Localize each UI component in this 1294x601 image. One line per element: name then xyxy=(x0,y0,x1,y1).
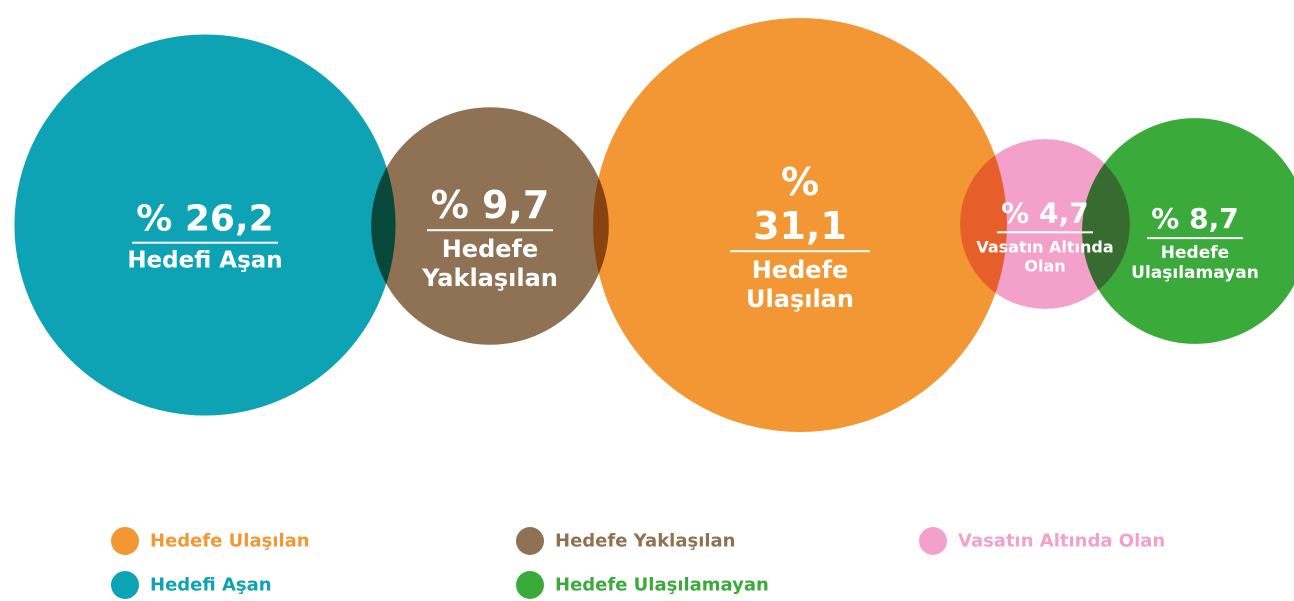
legend-swatch xyxy=(111,527,139,555)
bubble xyxy=(960,139,1130,309)
bubble-category: Hedefe Ulaşılan xyxy=(746,256,854,313)
legend-swatch xyxy=(919,527,947,555)
legend-label: Hedefe Ulaşılamayan xyxy=(555,574,769,596)
bubble-category: Hedefe Ulaşılamayan xyxy=(1131,243,1259,284)
legend-swatch xyxy=(516,527,544,555)
bubble xyxy=(593,18,1007,432)
bubble-value: % 4,7 xyxy=(997,196,1093,234)
bubble-value: % 26,2 xyxy=(132,199,278,244)
bubble-value: % 9,7 xyxy=(426,183,554,232)
bubble-label: % 4,7 Vasatın Altında Olan xyxy=(960,196,1130,275)
legend-label: Hedefe Yaklaşılan xyxy=(555,530,736,552)
bubble-label: % 8,7 Hedefe Ulaşılamayan xyxy=(1125,202,1265,284)
bubble xyxy=(371,107,609,345)
bubble-value: % 8,7 xyxy=(1147,202,1243,240)
bubble xyxy=(1082,118,1294,344)
bubble-label: % 9,7 Hedefe Yaklaşılan xyxy=(410,183,570,293)
bubble-category: Hedefe Yaklaşılan xyxy=(422,235,558,292)
bubble-value: % 31,1 xyxy=(730,160,870,253)
legend-label: Hedefi Aşan xyxy=(150,574,272,596)
bubble-label: % 26,2 Hedefi Aşan xyxy=(95,199,315,276)
bubble xyxy=(14,34,396,416)
legend-swatch xyxy=(111,571,139,599)
bubble-category: Vasatın Altında Olan xyxy=(976,237,1114,276)
legend-swatch xyxy=(516,571,544,599)
legend-label: Vasatın Altında Olan xyxy=(958,530,1166,552)
legend-label: Hedefe Ulaşılan xyxy=(150,530,310,552)
bubble-label: % 31,1 Hedefe Ulaşılan xyxy=(730,160,870,314)
bubble-category: Hedefi Aşan xyxy=(127,247,283,274)
